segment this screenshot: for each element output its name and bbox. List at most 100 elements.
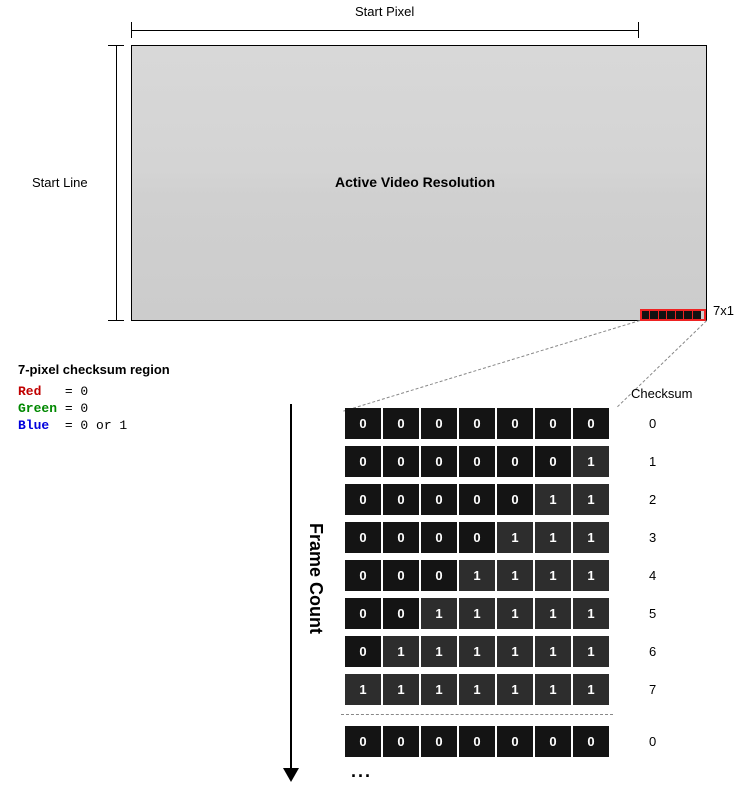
bit-cell: 0	[421, 726, 457, 757]
checksum-column-header: Checksum	[631, 386, 692, 401]
bit-cell: 0	[535, 726, 571, 757]
bit-cell: 1	[535, 636, 571, 667]
bit-cell: 1	[497, 522, 533, 553]
bit-cell: 0	[345, 560, 381, 591]
start-pixel-label: Start Pixel	[355, 4, 414, 19]
bit-cell: 0	[421, 446, 457, 477]
bit-cell: 1	[497, 674, 533, 705]
bit-row: 0000001	[345, 446, 609, 477]
bit-cell: 0	[497, 408, 533, 439]
checksum-value: 3	[649, 522, 656, 553]
checksum-region-pixel	[693, 311, 701, 319]
bit-cell: 0	[573, 408, 609, 439]
checksum-value: 7	[649, 674, 656, 705]
legend-title: 7-pixel checksum region	[18, 362, 170, 377]
bit-cell: 1	[573, 522, 609, 553]
bit-cell: 0	[345, 522, 381, 553]
bit-cell: 0	[383, 446, 419, 477]
bit-cell: 1	[459, 674, 495, 705]
legend-value: = 0 or 1	[57, 418, 127, 433]
bit-cell: 1	[459, 636, 495, 667]
legend-line: Blue = 0 or 1	[18, 418, 127, 433]
final-bit-row: 0000000	[345, 726, 609, 764]
bit-cell: 1	[535, 522, 571, 553]
bit-cell: 0	[383, 598, 419, 629]
checksum-pixel-region	[640, 309, 706, 321]
bit-cell: 0	[383, 484, 419, 515]
legend-color-label: Red	[18, 384, 57, 399]
bit-cell: 1	[497, 636, 533, 667]
bit-cell: 0	[345, 484, 381, 515]
bit-cell: 0	[345, 636, 381, 667]
checksum-value: 5	[649, 598, 656, 629]
bit-cell: 1	[459, 560, 495, 591]
active-video-label: Active Video Resolution	[335, 174, 495, 190]
checksum-value: 4	[649, 560, 656, 591]
legend-color-label: Green	[18, 401, 57, 416]
checksum-region-pixel	[684, 311, 692, 319]
bit-cell: 0	[459, 726, 495, 757]
bit-cell: 0	[573, 726, 609, 757]
bit-cell: 1	[421, 674, 457, 705]
bit-cell: 1	[421, 636, 457, 667]
bit-row: 0000000	[345, 408, 609, 439]
checksum-value: 0	[649, 726, 656, 757]
legend-value: = 0	[57, 384, 88, 399]
bit-cell: 1	[497, 560, 533, 591]
bit-row: 0000011	[345, 484, 609, 515]
bit-cell: 0	[497, 726, 533, 757]
legend-value: = 0	[57, 401, 88, 416]
bit-cell: 1	[497, 598, 533, 629]
bit-row: 0111111	[345, 636, 609, 667]
checksum-value: 2	[649, 484, 656, 515]
bit-cell: 0	[459, 484, 495, 515]
bit-cell: 0	[421, 560, 457, 591]
bit-cell: 1	[535, 674, 571, 705]
bit-cell: 0	[345, 598, 381, 629]
checksum-value: 6	[649, 636, 656, 667]
region-size-label: 7x1	[713, 303, 734, 318]
bit-cell: 1	[573, 674, 609, 705]
bit-cell: 1	[421, 598, 457, 629]
bit-cell: 0	[421, 408, 457, 439]
bit-cell: 1	[573, 636, 609, 667]
ellipsis-label: ...	[351, 761, 372, 782]
legend-rgb-lines: Red = 0Green = 0Blue = 0 or 1	[18, 384, 127, 435]
bit-cell: 0	[535, 408, 571, 439]
bit-cell: 0	[535, 446, 571, 477]
bit-cell: 1	[535, 598, 571, 629]
checksum-region-pixel	[642, 311, 650, 319]
bit-cell: 0	[345, 726, 381, 757]
bit-cell: 1	[573, 484, 609, 515]
bit-cell: 0	[345, 446, 381, 477]
frame-count-arrow	[283, 404, 299, 782]
bit-cell: 1	[573, 598, 609, 629]
bit-cell: 0	[497, 484, 533, 515]
bit-cell: 1	[383, 674, 419, 705]
bit-cell: 0	[459, 446, 495, 477]
bit-cell: 1	[535, 560, 571, 591]
bit-cell: 0	[345, 408, 381, 439]
bit-cell: 0	[383, 522, 419, 553]
bit-cell: 0	[459, 522, 495, 553]
legend-color-label: Blue	[18, 418, 57, 433]
bit-cell: 1	[573, 446, 609, 477]
bit-rows-container: 0000000000000100000110000111000111100111…	[345, 408, 609, 712]
bit-cell: 1	[535, 484, 571, 515]
bit-cell: 0	[421, 484, 457, 515]
frame-count-label: Frame Count	[305, 523, 326, 634]
start-line-bracket	[108, 45, 124, 321]
checksum-value: 1	[649, 446, 656, 477]
start-line-label: Start Line	[32, 175, 88, 190]
zoom-guide-line	[343, 320, 640, 412]
bit-cell: 1	[573, 560, 609, 591]
active-video-box: Active Video Resolution	[131, 45, 707, 321]
final-checksum-value: 0	[649, 726, 656, 764]
bit-row: 0001111	[345, 560, 609, 591]
legend-line: Red = 0	[18, 384, 127, 399]
bit-cell: 0	[497, 446, 533, 477]
checksum-value: 0	[649, 408, 656, 439]
bit-cell: 1	[383, 636, 419, 667]
bit-cell: 1	[459, 598, 495, 629]
legend-line: Green = 0	[18, 401, 127, 416]
